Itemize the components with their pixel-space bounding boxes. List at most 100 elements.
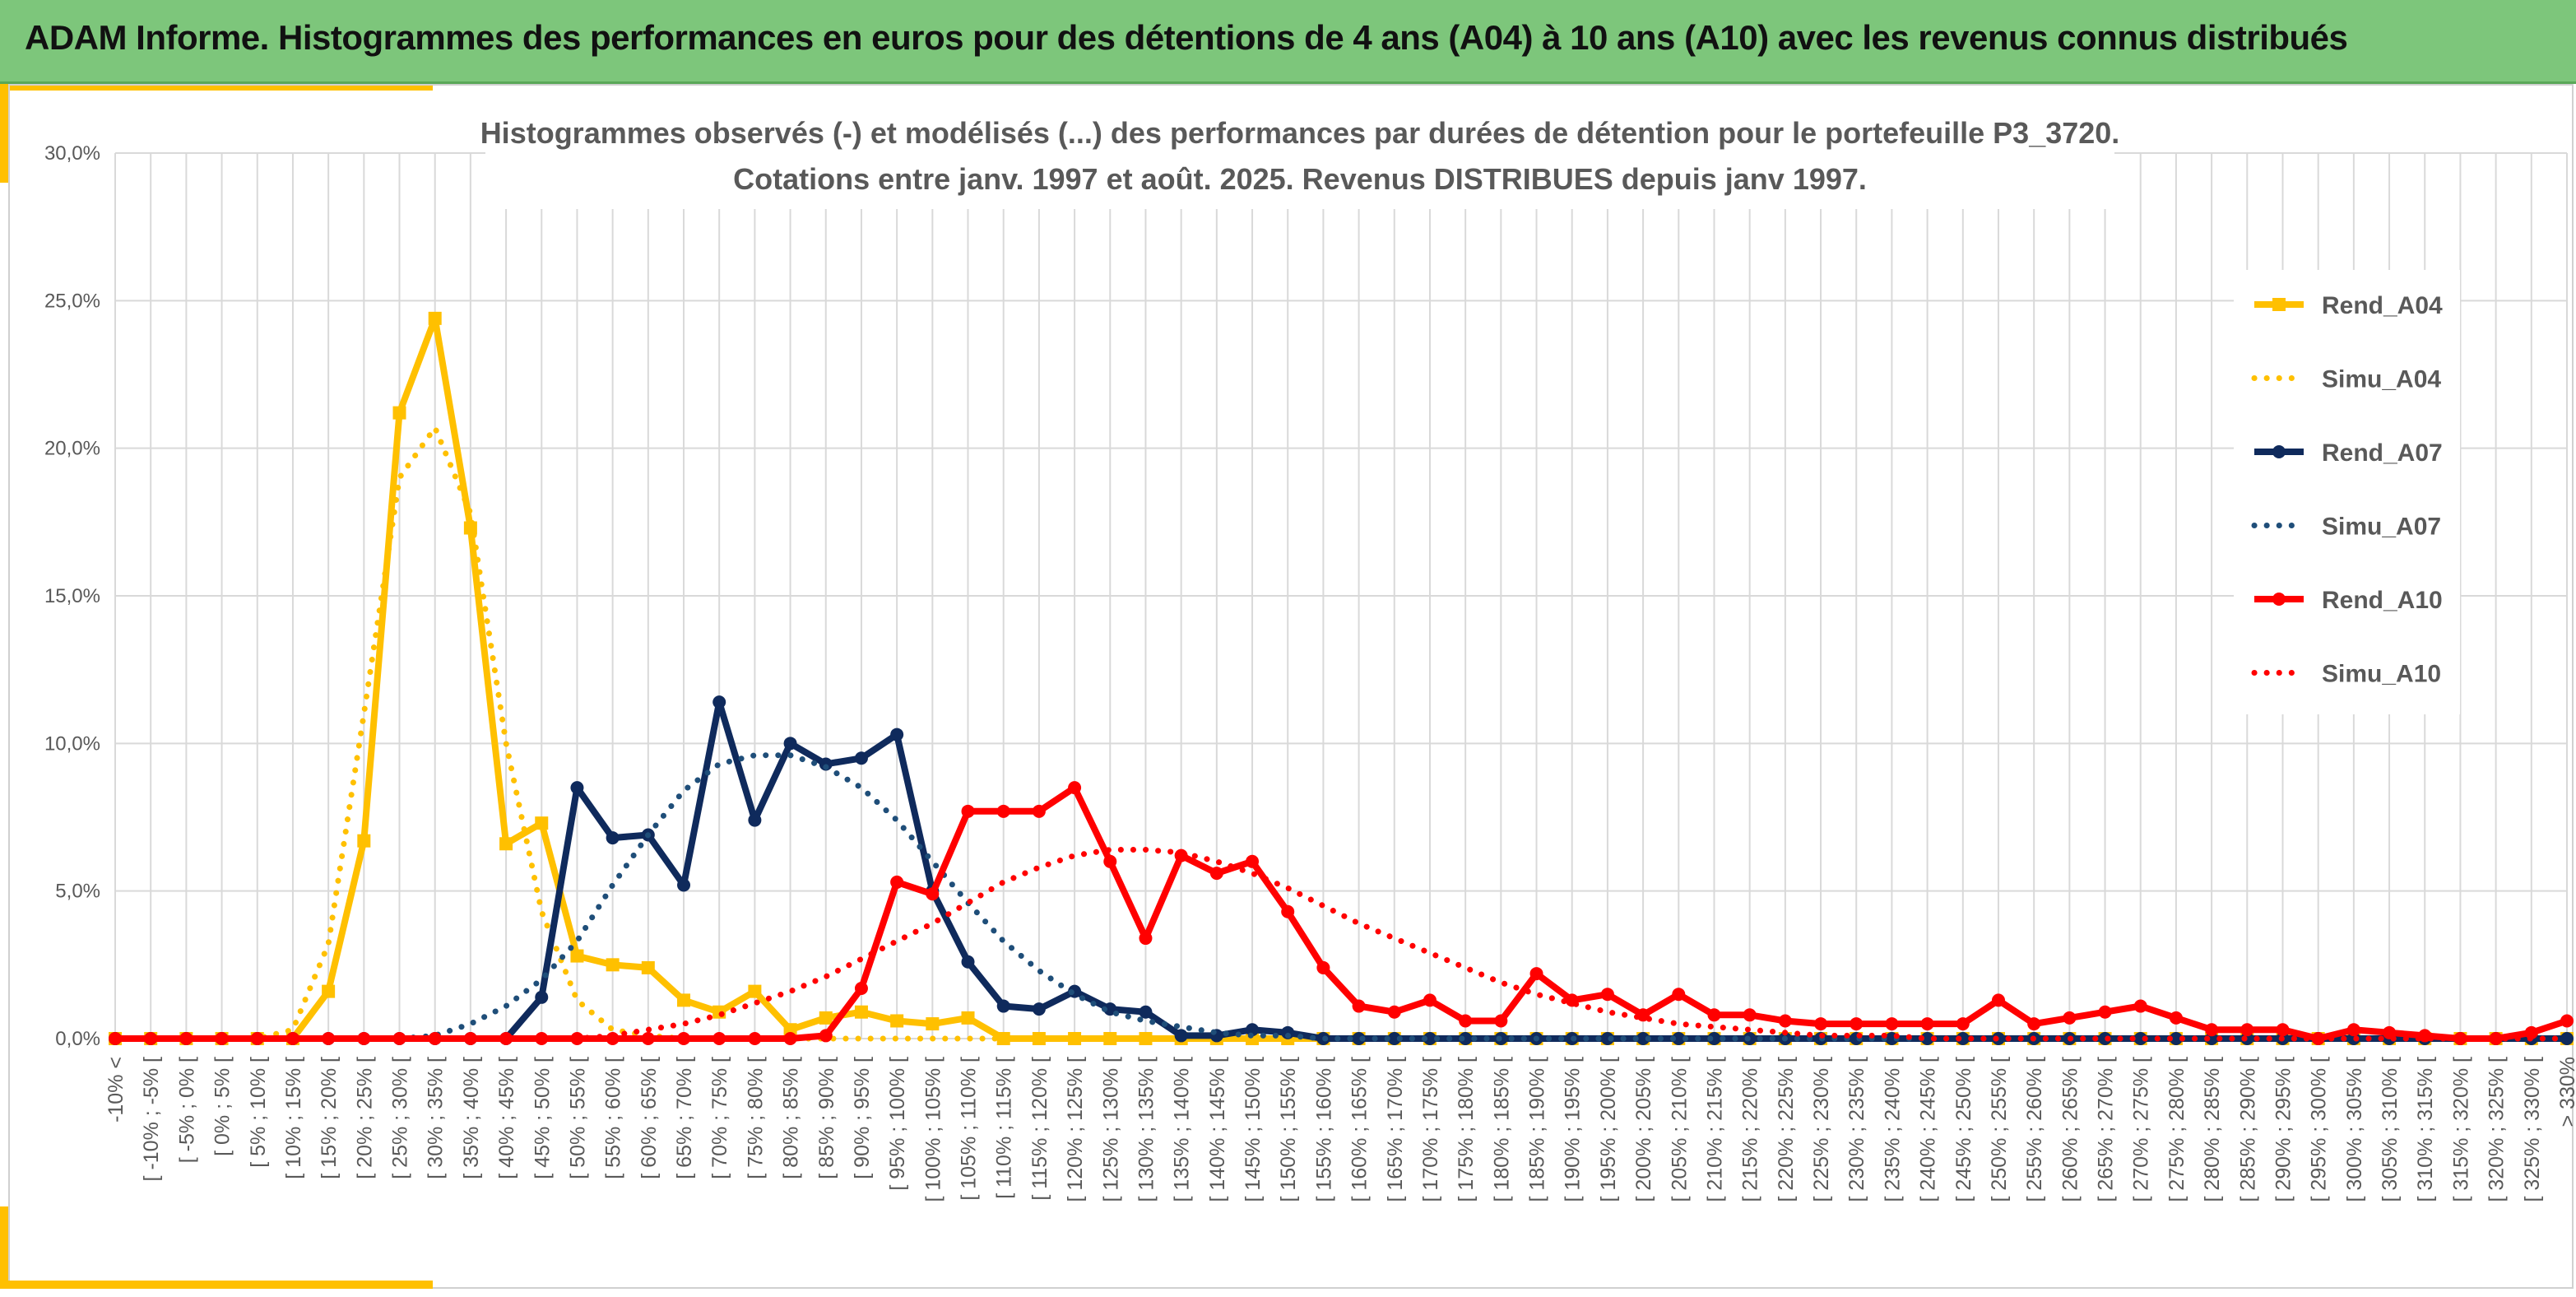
data-point (1174, 1029, 1188, 1043)
data-point (1459, 1032, 1473, 1045)
data-point (1103, 854, 1117, 868)
x-tick-label: [ 325% ; 330% [ (2521, 1057, 2544, 1202)
data-point (428, 311, 442, 325)
data-point (1246, 1023, 1260, 1037)
x-tick-label: [ 135% ; 140% [ (1171, 1057, 1194, 1202)
data-point (428, 1032, 442, 1045)
x-tick-label: [ 130% ; 135% [ (1135, 1057, 1158, 1202)
data-point (2205, 1023, 2219, 1037)
x-tick-label: [ 165% ; 170% [ (1384, 1057, 1407, 1202)
data-point (1139, 932, 1153, 946)
data-point (819, 757, 833, 771)
x-tick-label: [ 245% ; 250% [ (1952, 1057, 1975, 1202)
data-point (570, 949, 584, 963)
x-tick-label: [ 215% ; 220% [ (1739, 1057, 1762, 1202)
data-point (1387, 1005, 1401, 1019)
data-point (1814, 1017, 1828, 1031)
data-point (2063, 1011, 2077, 1025)
legend-label: Simu_A07 (2322, 514, 2441, 541)
data-point (1885, 1017, 1899, 1031)
x-tick-label: [ 30% ; 35% [ (425, 1057, 448, 1179)
data-point (1068, 1032, 1082, 1045)
data-point (961, 955, 975, 969)
accent-bar-top (0, 84, 433, 91)
data-point (179, 1032, 193, 1045)
x-tick-label: [ 240% ; 245% [ (1917, 1057, 1940, 1202)
data-point (1600, 988, 1614, 1002)
x-tick-label: [ 300% ; 305% [ (2343, 1057, 2366, 1202)
x-tick-label: [ 25% ; 30% [ (389, 1057, 412, 1179)
data-point (748, 1032, 762, 1045)
x-tick-label: [ 265% ; 270% [ (2095, 1057, 2118, 1202)
x-tick-label: [ 255% ; 260% [ (2023, 1057, 2046, 1202)
data-point (2098, 1005, 2112, 1019)
data-point (215, 1032, 229, 1045)
series-line-simu_a10 (112, 847, 2570, 1042)
data-point (570, 781, 584, 795)
data-point (1352, 999, 1366, 1013)
data-point (819, 1011, 833, 1025)
x-tick-label: [ 55% ; 60% [ (602, 1057, 625, 1179)
data-point (890, 1014, 904, 1028)
x-tick-label: [ 250% ; 255% [ (1988, 1057, 2011, 1202)
x-tick-label: [ 320% ; 325% [ (2485, 1057, 2509, 1202)
data-point (535, 990, 549, 1004)
data-point (392, 406, 406, 420)
data-point (499, 837, 513, 851)
data-point (1672, 988, 1686, 1002)
data-point (1281, 1025, 1295, 1039)
data-point (606, 958, 620, 972)
accent-bar-left-top (0, 84, 8, 183)
x-tick-label: [ 230% ; 235% [ (1845, 1057, 1868, 1202)
data-point (996, 999, 1010, 1013)
data-point (2240, 1023, 2254, 1037)
data-point (1850, 1017, 1864, 1031)
legend-label: Rend_A10 (2322, 587, 2443, 614)
data-point (641, 960, 655, 974)
x-tick-label: [ -10% ; -5% [ (140, 1057, 163, 1181)
x-tick-label: [ 225% ; 230% [ (1810, 1057, 1833, 1202)
data-point (2133, 999, 2147, 1013)
series-lines (109, 311, 2574, 1045)
data-point (783, 737, 797, 751)
accent-bar-bottom (0, 1281, 433, 1289)
x-tick-label: [ 10% ; 15% [ (282, 1057, 305, 1179)
x-tick-label: [ 220% ; 225% [ (1775, 1057, 1798, 1202)
data-point (1209, 867, 1223, 881)
x-tick-label: [ 180% ; 185% [ (1490, 1057, 1513, 1202)
x-tick-label: [ 200% ; 205% [ (1632, 1057, 1655, 1202)
x-tick-label: [ 190% ; 195% [ (1562, 1057, 1585, 1202)
y-tick-label: 0,0% (55, 1028, 100, 1050)
data-point (1246, 854, 1260, 868)
x-tick-label: [ 155% ; 160% [ (1312, 1057, 1335, 1202)
y-tick-label: 10,0% (44, 732, 100, 755)
data-point (641, 1032, 655, 1045)
data-point (854, 1005, 868, 1019)
data-point (1920, 1032, 1934, 1045)
data-point (961, 1011, 975, 1025)
x-tick-label: [ 160% ; 165% [ (1348, 1057, 1372, 1202)
data-point (535, 1032, 549, 1045)
x-tick-label: [ 115% ; 120% [ (1028, 1057, 1051, 1201)
data-point (357, 834, 371, 848)
data-point (2489, 1032, 2503, 1045)
data-point (819, 1029, 833, 1043)
legend-background (2234, 270, 2460, 714)
chart-title-line-1: Histogrammes observés (-) et modélisés (… (480, 116, 2120, 150)
data-point (2027, 1017, 2041, 1031)
data-point (1103, 1032, 1117, 1045)
x-tick-label: [ 270% ; 275% [ (2130, 1057, 2153, 1202)
data-point (1636, 1032, 1650, 1045)
data-point (1707, 1032, 1721, 1045)
data-point (1920, 1017, 1934, 1031)
data-point (2346, 1023, 2360, 1037)
x-tick-label: [ 295% ; 300% [ (2308, 1057, 2331, 1202)
data-point (1672, 1032, 1686, 1045)
data-point (854, 751, 868, 765)
data-point (2524, 1025, 2538, 1039)
data-point (890, 728, 904, 741)
x-tick-label: [ 40% ; 45% [ (495, 1057, 518, 1179)
legend-label: Rend_A07 (2322, 439, 2443, 467)
legend-label: Rend_A04 (2322, 292, 2443, 319)
data-point (996, 804, 1010, 818)
